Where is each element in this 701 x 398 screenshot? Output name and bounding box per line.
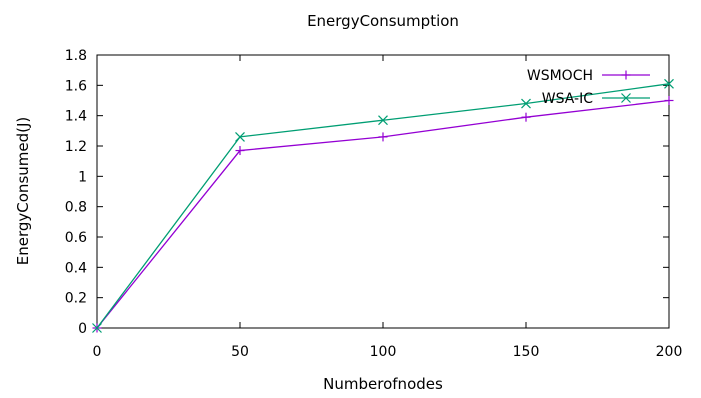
data-point-wsa-ic [521, 98, 531, 109]
x-tick-label: 50 [231, 344, 249, 360]
y-axis-label: EnergyConsumed(J) [14, 117, 32, 265]
data-point-wsa-ic [235, 131, 245, 142]
y-tick-label: 1.4 [65, 109, 87, 125]
y-tick-label: 0.4 [65, 260, 87, 276]
data-point-wsmoch [521, 112, 531, 122]
chart-title: EnergyConsumption [307, 12, 459, 30]
legend-label: WSMOCH [527, 68, 593, 84]
legend-marker [621, 93, 631, 103]
y-tick-label: 0 [78, 321, 87, 337]
y-tick-label: 0.2 [65, 291, 87, 307]
legend: WSMOCH WSA-IC [527, 68, 650, 107]
x-axis-label: Numberofnodes [323, 375, 443, 393]
legend-label: WSA-IC [542, 91, 593, 107]
x-tick-label: 150 [513, 344, 540, 360]
y-tick-label: 1 [78, 169, 87, 185]
y-tick-label: 1.8 [65, 48, 87, 64]
data-point-wsa-ic [378, 115, 388, 126]
x-tick-label: 200 [656, 344, 683, 360]
x-tick-label: 100 [370, 344, 397, 360]
series-layer [92, 78, 674, 333]
x-axis-ticks: 0 50 100 150 200 [93, 55, 683, 360]
legend-marker [621, 70, 631, 80]
y-tick-label: 1.2 [65, 139, 87, 155]
data-point-wsa-ic [92, 323, 102, 333]
y-tick-label: 1.6 [65, 78, 87, 94]
y-tick-label: 0.6 [65, 230, 87, 246]
y-axis-ticks: 0 0.2 0.4 0.6 0.8 1 1.2 1.4 1.6 1.8 [65, 48, 669, 337]
x-tick-label: 0 [93, 344, 102, 360]
data-point-wsa-ic [664, 78, 674, 89]
data-point-wsmoch [378, 132, 388, 142]
data-point-wsmoch [235, 146, 245, 156]
y-tick-label: 0.8 [65, 200, 87, 216]
data-point-wsmoch [664, 96, 674, 105]
